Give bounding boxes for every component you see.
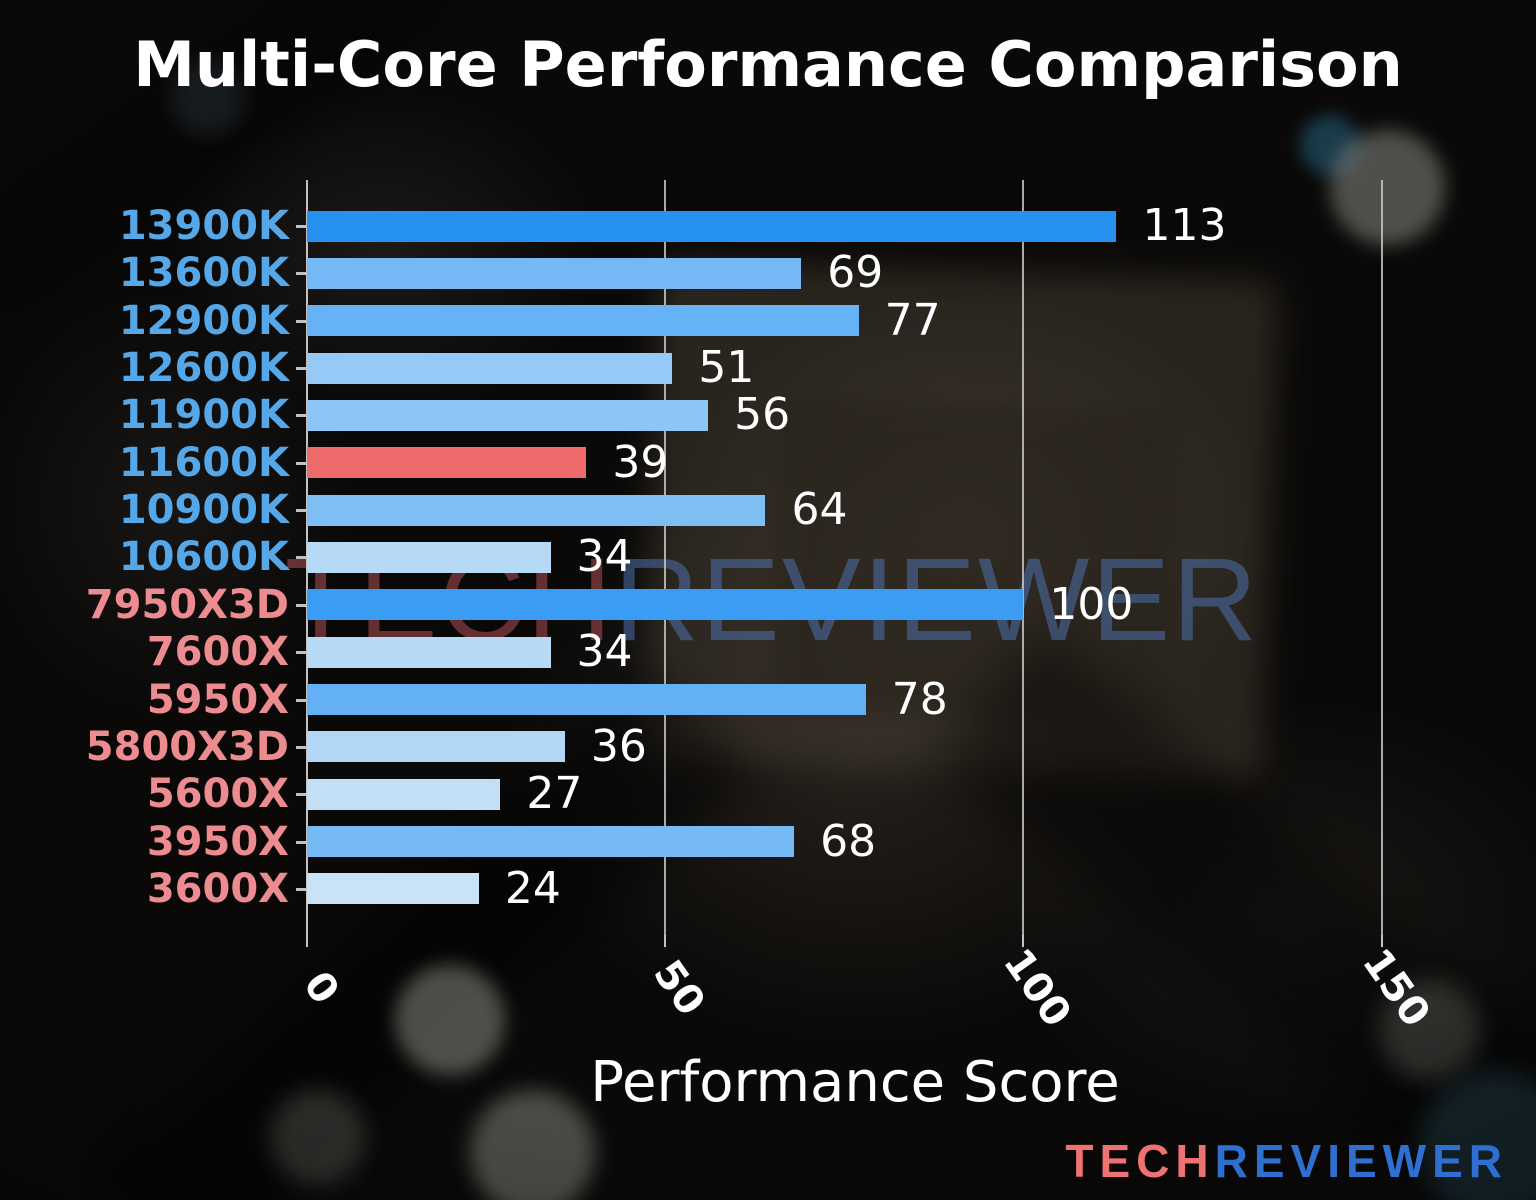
- x-tick-mark: [664, 935, 667, 947]
- category-label-10900K: 10900K: [118, 487, 289, 534]
- value-label-12900K: 77: [884, 294, 941, 346]
- bar-11900K: [307, 399, 709, 431]
- gridline-100: [1022, 180, 1025, 935]
- value-label-13900K: 113: [1142, 200, 1227, 251]
- category-label-3600X: 3600X: [146, 865, 289, 912]
- bar-10900K: [307, 494, 766, 526]
- value-label-13600K: 69: [827, 247, 884, 299]
- value-label-11600K: 39: [612, 436, 669, 488]
- value-label-11900K: 56: [734, 389, 791, 441]
- bar-7950X3D: [307, 589, 1024, 621]
- category-label-7600X: 7600X: [146, 629, 289, 676]
- bar-11600K: [307, 447, 587, 479]
- brand-logo: TECHREVIEWER: [1065, 1134, 1508, 1188]
- logo-tech: TECH: [1065, 1135, 1215, 1187]
- y-tick-mark: [296, 509, 307, 513]
- value-label-12600K: 51: [698, 342, 755, 394]
- bar-3600X: [307, 873, 479, 905]
- y-tick-mark: [296, 603, 307, 607]
- value-label-3950X: 68: [820, 815, 877, 867]
- value-label-3600X: 24: [504, 862, 561, 914]
- y-tick-mark: [296, 651, 307, 655]
- category-label-13600K: 13600K: [118, 250, 289, 297]
- value-label-7950X3D: 100: [1049, 578, 1134, 630]
- y-tick-mark: [296, 793, 307, 797]
- category-label-5950X: 5950X: [146, 676, 289, 723]
- bar-12600K: [307, 352, 673, 384]
- x-tick-mark: [1380, 935, 1383, 947]
- bar-5950X: [307, 684, 866, 715]
- bar-5800X3D: [307, 731, 565, 763]
- x-tick-mark: [1022, 935, 1025, 947]
- y-tick-mark: [296, 745, 307, 749]
- y-tick-mark: [296, 556, 307, 560]
- chart-title: Multi-Core Performance Comparison: [133, 28, 1403, 101]
- category-label-7950X3D: 7950X3D: [85, 581, 289, 628]
- category-label-5800X3D: 5800X3D: [85, 723, 289, 770]
- x-axis-label: Performance Score: [590, 1050, 1120, 1115]
- y-tick-mark: [296, 698, 307, 702]
- plot-area: 13900K 113 13600K 69 12900K 77 12600K 51 11900K 5…: [86, 180, 1438, 1035]
- y-tick-mark: [296, 414, 307, 418]
- bar-3950X: [307, 826, 795, 858]
- bar-12900K: [307, 305, 859, 337]
- y-tick-mark: [296, 887, 307, 891]
- y-tick-mark: [296, 367, 307, 371]
- y-tick-mark: [296, 840, 307, 844]
- bar-5600X: [307, 778, 501, 810]
- value-label-7600X: 34: [576, 626, 633, 678]
- category-label-3950X: 3950X: [146, 818, 289, 865]
- value-label-5950X: 78: [891, 673, 948, 725]
- logo-reviewer: REVIEWER: [1214, 1135, 1508, 1187]
- category-label-5600X: 5600X: [146, 771, 289, 818]
- bar-10600K: [307, 541, 551, 573]
- value-label-10600K: 34: [576, 531, 633, 583]
- gridline-50: [664, 180, 667, 935]
- value-label-10900K: 64: [791, 484, 848, 536]
- category-label-11900K: 11900K: [118, 392, 289, 439]
- category-label-12900K: 12900K: [118, 297, 289, 344]
- value-label-5800X3D: 36: [590, 720, 647, 772]
- category-label-12600K: 12600K: [118, 345, 289, 392]
- category-label-10600K: 10600K: [118, 534, 289, 581]
- y-tick-mark: [296, 461, 307, 465]
- category-label-11600K: 11600K: [118, 439, 289, 486]
- x-tick-mark: [306, 935, 308, 947]
- y-tick-mark: [296, 225, 307, 228]
- bar-7600X: [307, 636, 551, 668]
- y-tick-mark: [296, 272, 307, 276]
- gridline-150: [1380, 180, 1383, 935]
- y-tick-mark: [296, 319, 307, 323]
- category-label-13900K: 13900K: [118, 203, 289, 249]
- value-label-5600X: 27: [526, 768, 583, 820]
- bar-13600K: [307, 257, 802, 289]
- bar-13900K: [307, 210, 1117, 242]
